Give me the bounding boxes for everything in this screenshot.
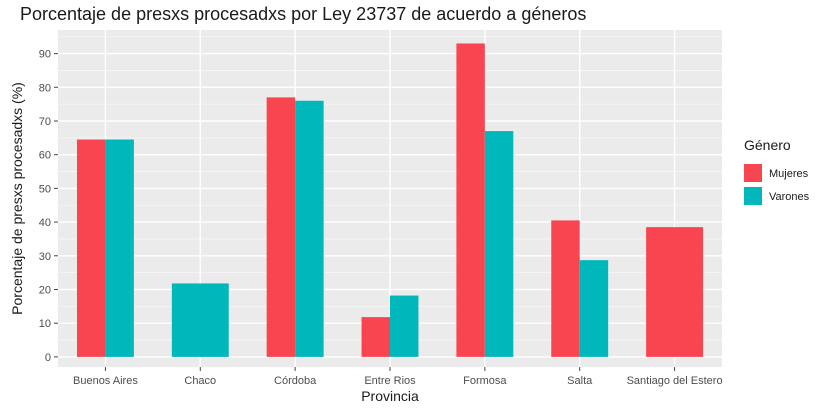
y-tick-label: 30 [39, 251, 51, 263]
bar-mujeres [361, 317, 390, 357]
y-tick-label: 70 [39, 116, 51, 128]
bar-varones [295, 100, 324, 357]
x-tick-label: Córdoba [274, 375, 317, 387]
x-axis-label: Provincia [361, 388, 419, 404]
bar-varones [579, 260, 609, 357]
x-tick-label: Buenos Aires [73, 375, 138, 387]
bar-mujeres [551, 220, 580, 357]
x-tick-label: Santiago del Estero [627, 375, 723, 387]
x-tick-label: Chaco [184, 375, 216, 387]
y-tick-label: 90 [39, 49, 51, 61]
legend-label-mujeres: Mujeres [769, 168, 809, 180]
y-tick-label: 50 [39, 183, 51, 195]
x-tick-label: Formosa [463, 375, 507, 387]
y-axis-label: Porcentaje de presxs procesadxs (%) [9, 82, 25, 315]
bar-mujeres [646, 227, 704, 357]
chart-title: Porcentaje de presxs procesadxs por Ley … [20, 4, 587, 24]
legend-title: Género [744, 137, 791, 153]
legend-label-varones: Varones [769, 191, 810, 203]
bar-varones [105, 139, 134, 357]
x-tick-label: Entre Rios [364, 375, 416, 387]
bar-varones [390, 295, 419, 357]
y-tick-label: 60 [39, 150, 51, 162]
bar-mujeres [456, 43, 485, 357]
bar-varones [484, 131, 514, 357]
y-tick-label: 20 [39, 284, 51, 296]
bar-mujeres [266, 97, 296, 357]
x-tick-label: Salta [567, 375, 593, 387]
bar-mujeres [76, 139, 106, 357]
legend-swatch-mujeres [744, 164, 762, 182]
y-tick-label: 40 [39, 217, 51, 229]
y-tick-label: 0 [45, 352, 51, 364]
y-tick-label: 80 [39, 82, 51, 94]
y-tick-label: 10 [39, 318, 51, 330]
bar-varones [171, 283, 229, 357]
legend-swatch-varones [744, 187, 762, 205]
